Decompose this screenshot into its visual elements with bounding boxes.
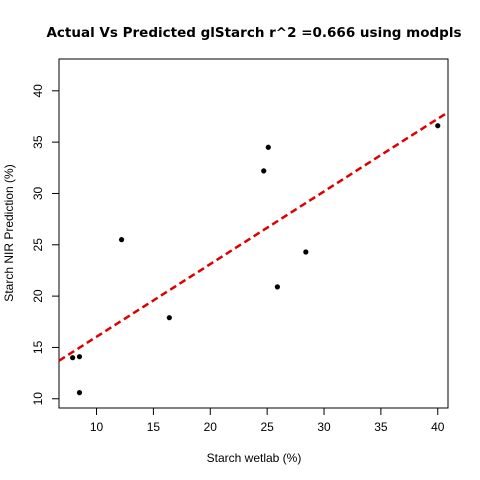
data-point <box>166 315 172 321</box>
x-tick-label: 35 <box>374 420 388 434</box>
regression-line <box>58 111 449 362</box>
x-tick-label: 10 <box>90 420 104 434</box>
y-tick-label: 35 <box>31 135 45 149</box>
points-layer <box>70 123 441 396</box>
x-axis: 10 15 20 25 30 35 40 <box>90 408 445 434</box>
data-point <box>303 249 309 255</box>
data-point <box>265 144 271 150</box>
x-tick-label: 15 <box>147 420 161 434</box>
data-point <box>261 168 267 174</box>
y-axis-label: Starch NIR Prediction (%) <box>2 164 16 301</box>
y-axis: 10 15 20 25 30 35 40 <box>31 84 59 406</box>
x-tick-label: 30 <box>317 420 331 434</box>
fit-line-layer <box>58 111 449 362</box>
y-tick-label: 30 <box>31 186 45 200</box>
y-tick-label: 20 <box>31 289 45 303</box>
y-tick-label: 15 <box>31 340 45 354</box>
plot-frame <box>58 58 449 409</box>
y-tick-label: 40 <box>31 84 45 98</box>
y-tick-label: 10 <box>31 392 45 406</box>
data-point <box>70 355 76 361</box>
x-tick-label: 20 <box>204 420 218 434</box>
y-tick-label: 25 <box>31 238 45 252</box>
x-tick-label: 40 <box>431 420 445 434</box>
data-point <box>76 390 83 396</box>
data-point <box>435 123 441 129</box>
x-tick-label: 25 <box>260 420 274 434</box>
x-axis-label: Starch wetlab (%) <box>207 451 302 465</box>
data-point <box>118 237 125 243</box>
data-point <box>274 284 280 290</box>
data-point <box>76 354 83 360</box>
chart-title: Actual Vs Predicted glStarch r^2 =0.666 … <box>46 25 461 41</box>
